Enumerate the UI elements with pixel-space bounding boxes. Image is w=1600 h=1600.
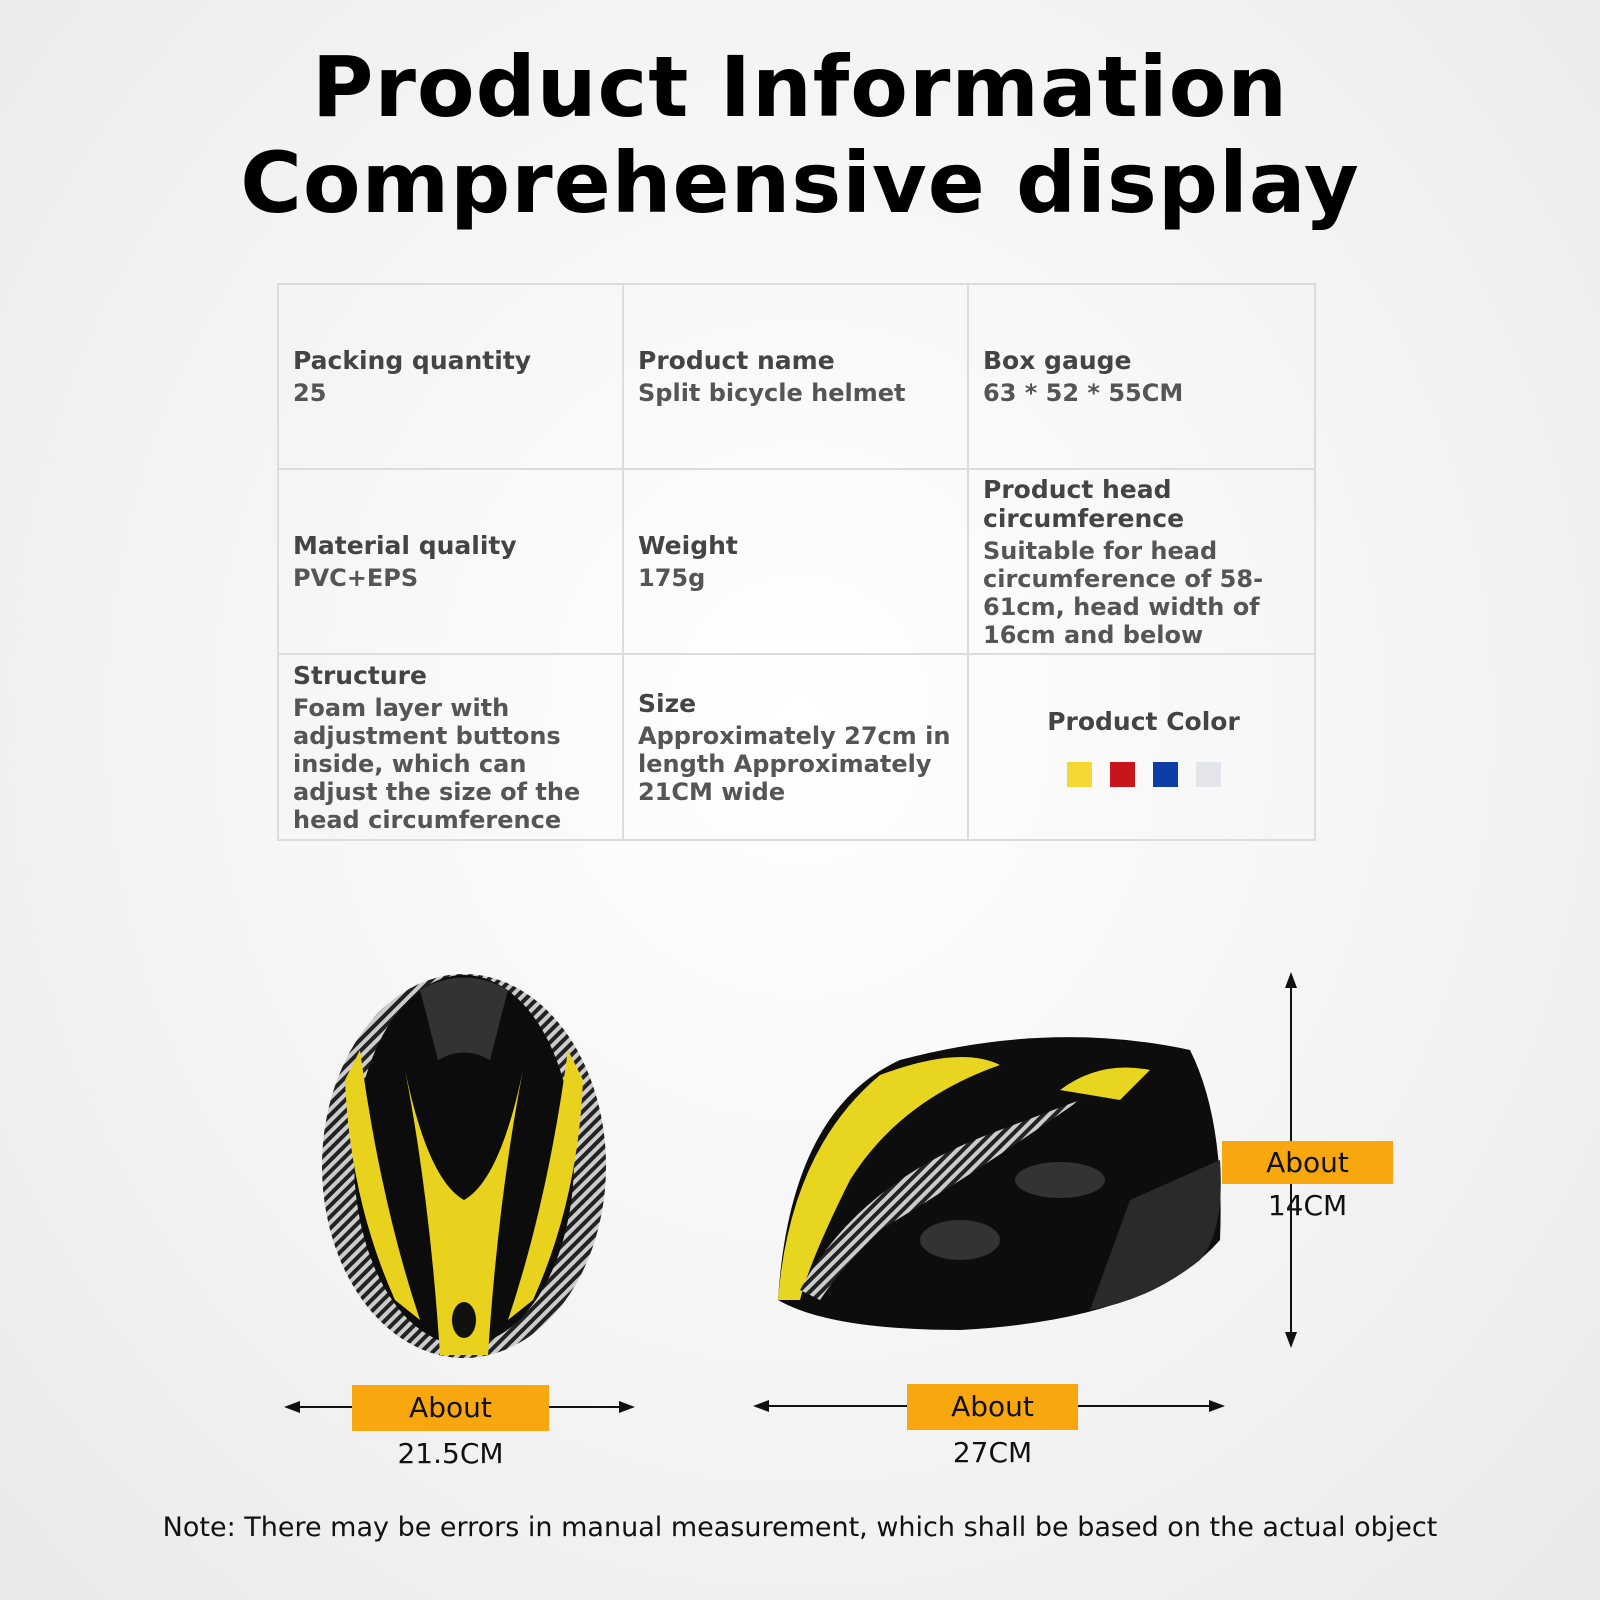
spec-cell: Structure Foam layer with adjustment butt… <box>277 653 624 841</box>
helmet-side-view <box>778 1037 1221 1330</box>
note: Note: There may be errors in manual meas… <box>162 1512 1438 1543</box>
spec-label: Structure <box>293 660 427 690</box>
spec-label: Size <box>638 688 697 718</box>
dimension-label: About 27CM <box>907 1384 1078 1469</box>
title-line: Product Information <box>311 38 1289 136</box>
spec-value: PVC+EPS <box>293 564 419 592</box>
spec-label: Product head circumference <box>983 474 1185 533</box>
dimension-label: About 21.5CM <box>352 1385 549 1470</box>
spec-label: Material quality <box>293 531 517 560</box>
spec-value: Suitable for head circumference of 58-61… <box>983 536 1264 649</box>
spec-label: Product Color <box>1047 707 1240 736</box>
spec-value: Foam layer with adjustment buttons insid… <box>293 693 581 834</box>
spec-cell: Product Color <box>967 653 1316 841</box>
spec-value: 63 * 52 * 55CM <box>983 379 1184 407</box>
spec-value: 175g <box>638 564 706 592</box>
spec-table: Packing quantity 25 Product name Split bicy… <box>277 283 1316 841</box>
spec-value: 25 <box>293 379 327 407</box>
color-swatch <box>1066 762 1092 787</box>
spec-label: Weight <box>638 531 738 560</box>
spec-value: Split bicycle helmet <box>638 379 906 407</box>
color-swatch <box>1109 762 1135 787</box>
spec-cell: Product head circumference Suitable for h… <box>967 468 1316 655</box>
spec-label: Box gauge <box>983 346 1132 375</box>
dimension-label: About 14CM <box>1222 1141 1393 1222</box>
spec-label: Product name <box>638 346 835 375</box>
spec-cell: Weight 175g <box>622 468 969 655</box>
helmet-top-view <box>322 974 606 1358</box>
color-swatches <box>983 762 1304 787</box>
spec-cell: Size Approximately 27cm in length Approxi… <box>622 653 969 841</box>
spec-label: Packing quantity <box>293 346 532 375</box>
spec-cell: Packing quantity 25 <box>277 283 624 470</box>
color-swatch <box>1152 762 1178 787</box>
spec-value: Approximately 27cm in length Approximate… <box>638 721 951 806</box>
color-swatch <box>1195 762 1221 787</box>
title-line: Comprehensive display <box>240 134 1360 232</box>
